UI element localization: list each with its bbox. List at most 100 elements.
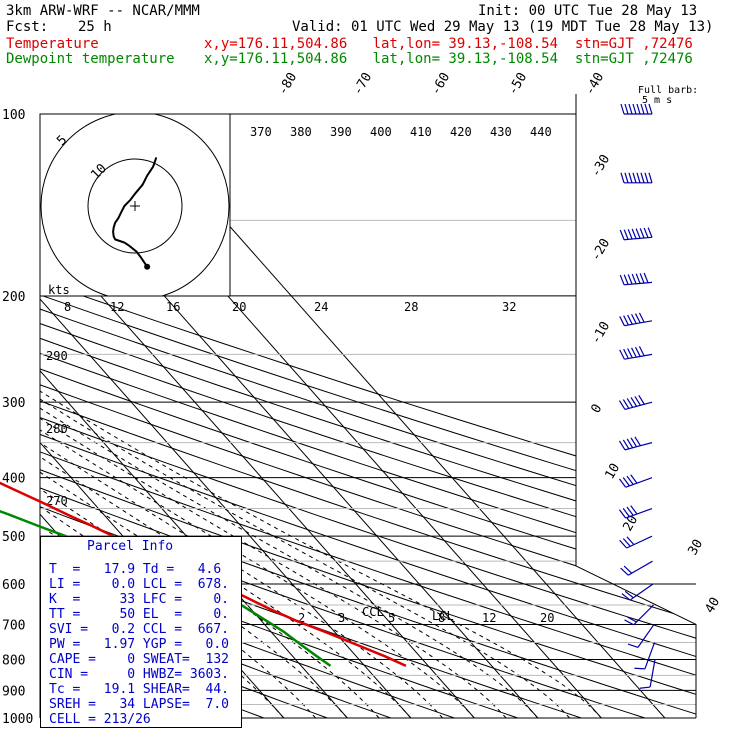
wind-barb-feather	[631, 347, 637, 358]
parcel-row-1: T = 17.9 Td = 4.6	[49, 562, 222, 577]
hodo-kts-label: kts	[48, 283, 70, 297]
wind-barb-feather	[623, 315, 629, 326]
wind-barb-feather	[644, 103, 649, 115]
pressure-label: 800	[2, 653, 25, 668]
isotherm-label: 40	[702, 595, 723, 616]
wind-barb-staff	[637, 624, 655, 648]
isotherm-label: -70	[350, 70, 375, 98]
wind-barb-staff	[624, 401, 653, 411]
isotherm-label: 0	[588, 402, 605, 416]
theta-label: 400	[370, 125, 392, 139]
wind-barb-feather	[618, 509, 627, 519]
barb-legend-line2: 5 m s	[642, 95, 673, 106]
wind-barb-staff	[624, 353, 653, 360]
isotherm-label: -20	[588, 236, 613, 264]
wind-barb-staff	[626, 535, 653, 549]
wind-barb-staff	[644, 642, 656, 670]
ccl-label: CCL	[362, 605, 384, 619]
wind-barb-feather	[631, 228, 637, 239]
wind-barb-feather	[620, 103, 625, 115]
wind-barb-feather	[627, 348, 633, 359]
wind-barb-feather	[623, 274, 629, 285]
hodo-ring-inner	[87, 158, 183, 254]
wind-barb-staff	[624, 442, 653, 451]
hodograph-trace	[112, 157, 158, 268]
wind-barb-feather	[618, 400, 626, 410]
lcl-label: LCL	[432, 609, 454, 623]
wind-barb-staff	[629, 583, 654, 601]
wind-barb-feather	[626, 536, 635, 546]
plot-right-border	[575, 94, 697, 718]
wind-barb-feather	[626, 475, 634, 485]
isotherm-label: 20	[620, 513, 641, 534]
wind-barb-feather	[634, 436, 641, 447]
wind-barb-feather	[627, 229, 633, 240]
isotherm-label: 30	[685, 537, 706, 558]
hodo-speed-label: 12	[110, 300, 124, 314]
pressure-label: 500	[2, 530, 25, 545]
hodograph-box	[39, 113, 231, 297]
theta-label: 380	[290, 125, 312, 139]
hodo-speed-label: 28	[404, 300, 418, 314]
wind-barb-feather	[619, 274, 625, 286]
hodo-ring-outer	[40, 114, 230, 296]
mixing-ratio-label: 20	[540, 611, 554, 625]
wind-barb-feather	[619, 349, 625, 360]
wind-barb-feather	[618, 478, 627, 488]
wind-barb-feather	[631, 273, 637, 284]
fcst-label: Fcst:	[6, 19, 49, 35]
hodo-speed-label: 20	[232, 300, 246, 314]
isotherm-label: -40	[582, 70, 607, 98]
wind-barb-feather	[632, 172, 637, 183]
wind-barb-staff	[649, 659, 656, 688]
wind-barb-feather	[640, 103, 645, 115]
wind-barb-feather	[630, 397, 638, 407]
theta-label: 410	[410, 125, 432, 139]
valid-time: Valid: 01 UTC Wed 29 May 13 (19 MDT Tue …	[292, 19, 714, 35]
mixing-ratio-label: 3	[338, 611, 345, 625]
wind-barb-feather	[624, 172, 629, 183]
hodo-speed-label: 8	[64, 300, 71, 314]
hodo-speed-label: 16	[166, 300, 180, 314]
wind-barb-feather	[630, 437, 638, 448]
wind-barb-feather	[626, 438, 634, 449]
isotherm-line	[40, 114, 475, 718]
pressure-label: 900	[2, 684, 25, 699]
wind-barb-feather	[638, 395, 645, 405]
wind-barb-staff	[627, 560, 653, 576]
wind-barb-feather	[627, 274, 633, 285]
theta-label: 390	[330, 125, 352, 139]
parcel-row-5: SVI = 0.2 CCL = 667.	[49, 622, 230, 637]
theta-label-left: 290	[46, 349, 68, 363]
wind-barb-feather	[634, 667, 645, 670]
fcst-value: 25 h	[78, 19, 112, 35]
dewpoint-label: Dewpoint temperature	[6, 51, 175, 67]
wind-barb-feather	[621, 593, 631, 601]
wind-barb-staff	[633, 604, 654, 626]
wind-barb-feather	[644, 172, 649, 183]
pressure-label: 400	[2, 472, 25, 487]
pressure-label: 100	[2, 108, 25, 123]
parcel-row-3: K = 33 LFC = 0.	[49, 592, 230, 607]
temperature-label: Temperature	[6, 36, 99, 52]
wind-barb-feather	[631, 314, 637, 324]
wind-barb-feather	[643, 272, 649, 283]
hodo-speed-label: 24	[314, 300, 328, 314]
wind-barb-feather	[619, 316, 625, 326]
theta-label: 430	[490, 125, 512, 139]
wind-barb-feather	[622, 439, 630, 450]
mixing-ratio-label: 12	[482, 611, 496, 625]
wind-barb-staff	[624, 281, 653, 286]
isotherm-label: -30	[588, 152, 613, 180]
barb-legend-line1: Full barb:	[638, 85, 699, 96]
parcel-row-10: SREH = 34 LAPSE= 7.0	[49, 697, 230, 712]
wind-barb-feather	[639, 273, 645, 284]
pressure-label: 600	[2, 578, 25, 593]
wind-barb-feather	[643, 227, 649, 238]
wind-barb-feather	[620, 172, 625, 183]
parcel-row-11: CELL = 213/26	[49, 712, 151, 727]
parcel-info-box: Parcel Info T = 17.9 Td = 4.6 LI = 0.0 L…	[40, 536, 242, 728]
wind-barb-feather	[648, 172, 653, 183]
wind-barb-staff	[625, 507, 653, 519]
